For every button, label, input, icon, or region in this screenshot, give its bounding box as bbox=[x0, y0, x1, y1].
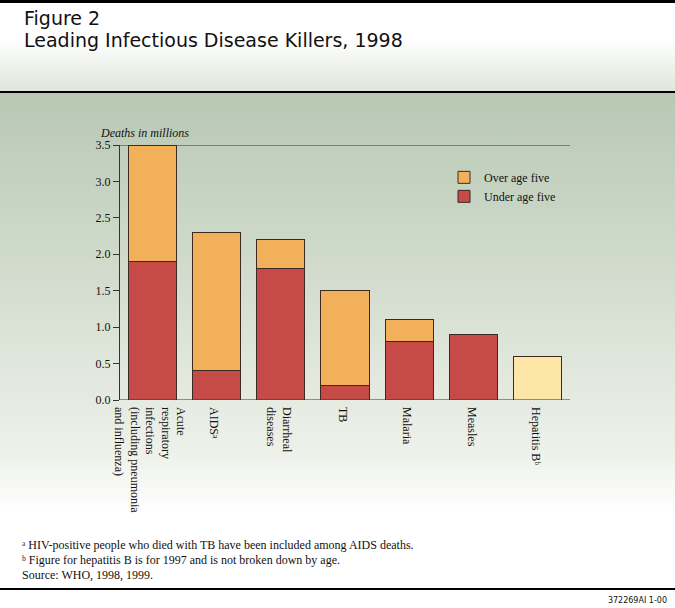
svg-text:0.0: 0.0 bbox=[96, 393, 111, 407]
svg-text:Under age five: Under age five bbox=[484, 190, 555, 204]
svg-text:Measles: Measles bbox=[465, 407, 479, 447]
svg-text:2.5: 2.5 bbox=[96, 211, 111, 225]
html-text:372269AI 1-00: 372269AI 1-00 bbox=[607, 596, 667, 605]
svg-text:Over age five: Over age five bbox=[484, 171, 549, 185]
html-text:ᵃ HIV-positive people who died: ᵃ HIV-positive people who died with TB h… bbox=[22, 538, 414, 552]
svg-text:0.5: 0.5 bbox=[96, 357, 111, 371]
svg-text:3.5: 3.5 bbox=[96, 138, 111, 152]
html-text:Source: WHO, 1998, 1999.: Source: WHO, 1998, 1999. bbox=[22, 568, 154, 582]
svg-text:TB: TB bbox=[336, 407, 350, 422]
svg-text:AIDSᵃ: AIDSᵃ bbox=[207, 407, 221, 439]
svg-text:2.0: 2.0 bbox=[96, 247, 111, 261]
html-text:Leading Infectious Disease Kil: Leading Infectious Disease Killers, 1998 bbox=[24, 29, 403, 51]
svg-text:Malaria: Malaria bbox=[400, 407, 414, 445]
svg-text:1.5: 1.5 bbox=[96, 284, 111, 298]
svg-text:Hepatitis Bᵇ: Hepatitis Bᵇ bbox=[529, 407, 543, 465]
html-text:Figure 2: Figure 2 bbox=[24, 7, 101, 29]
svg-text:1.0: 1.0 bbox=[96, 320, 111, 334]
svg-text:Diarrhealdiseases: Diarrhealdiseases bbox=[264, 407, 294, 453]
svg-text:Acuterespiratoryinfections(inc: Acuterespiratoryinfections(including pne… bbox=[112, 407, 188, 513]
svg-text:Deaths in millions: Deaths in millions bbox=[100, 126, 189, 140]
svg-text:3.0: 3.0 bbox=[96, 175, 111, 189]
html-text:ᵇ Figure for hepatitis B is fo: ᵇ Figure for hepatitis B is for 1997 and… bbox=[22, 553, 340, 567]
